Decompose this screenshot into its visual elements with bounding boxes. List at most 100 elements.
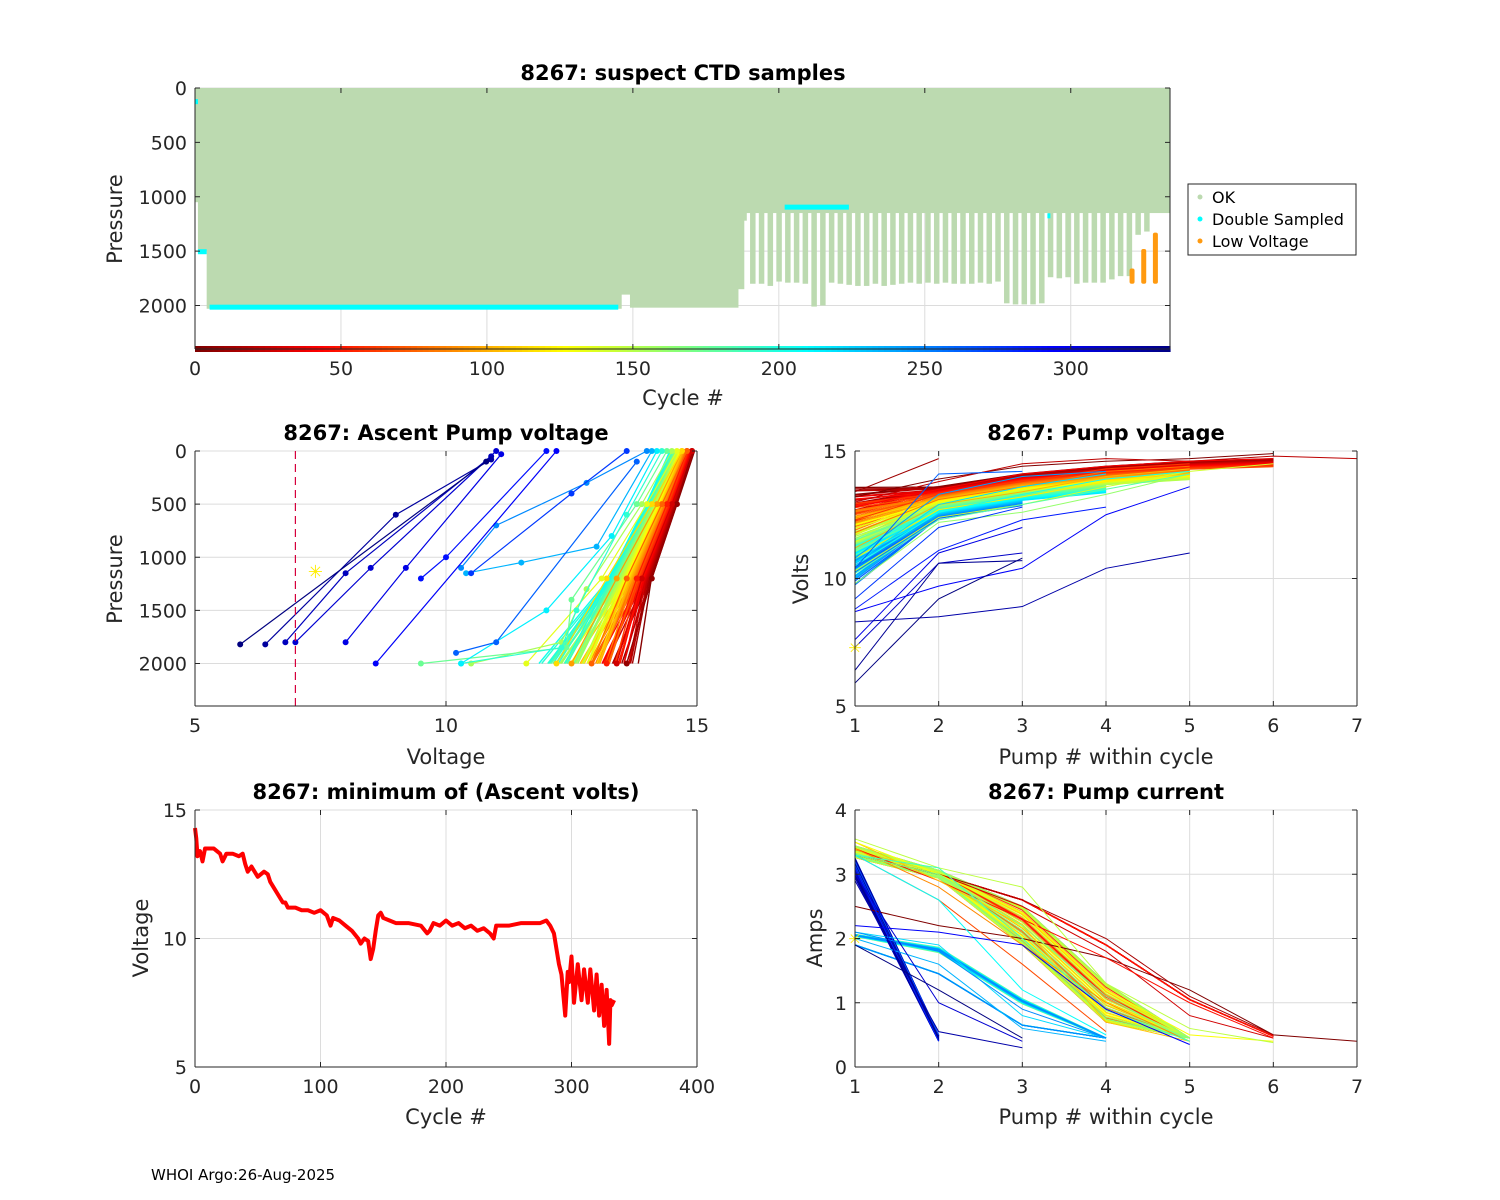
ok-profile-bar xyxy=(863,88,870,286)
profile-point xyxy=(558,644,565,651)
profile-point xyxy=(588,660,595,667)
ok-profile-bar xyxy=(1091,88,1098,283)
profile-point xyxy=(342,570,349,577)
profile-point xyxy=(653,501,660,508)
cycle-line xyxy=(854,848,1274,1039)
profile-point xyxy=(633,501,640,508)
cycle-line xyxy=(854,925,1190,1045)
profile-point xyxy=(623,660,630,667)
cycle-line xyxy=(854,470,1190,567)
cycle-line xyxy=(854,458,939,493)
profile-line xyxy=(375,450,557,664)
ok-profile-bar xyxy=(1126,88,1133,277)
profile-line xyxy=(460,450,648,569)
chart-title: 8267: suspect CTD samples xyxy=(520,61,845,85)
x-tick-label: 15 xyxy=(685,715,709,737)
data-marks: ✳ xyxy=(848,838,1358,1049)
cycle-line xyxy=(854,856,1190,1039)
profile-point xyxy=(553,448,560,454)
y-axis-label: Pressure xyxy=(103,534,127,624)
cycle-line xyxy=(854,458,1274,508)
legend-label-double-sampled: Double Sampled xyxy=(1212,210,1344,229)
y-axis-label: Amps xyxy=(803,908,827,967)
x-tick-label: 7 xyxy=(1351,715,1363,737)
ok-profile-bar xyxy=(1082,88,1089,283)
legend-marker-ok xyxy=(1197,194,1203,200)
legend-marker-double-sampled xyxy=(1197,216,1203,222)
profile-line xyxy=(239,461,487,645)
y-tick-label: 4 xyxy=(835,800,847,822)
profile-line xyxy=(294,450,497,643)
cycle-line xyxy=(854,470,1023,569)
profile-line xyxy=(420,450,547,579)
axes: 5 10 15 0 500 1000 1500 2000 xyxy=(139,441,709,737)
profile-point xyxy=(417,575,424,582)
ok-profile-bar xyxy=(1074,88,1080,284)
profile-point xyxy=(488,456,495,463)
ok-profile-bar xyxy=(828,88,835,283)
ok-profile-bar xyxy=(1152,88,1159,210)
ok-profile-bar xyxy=(1065,88,1071,278)
axes: 0 100 200 300 400 5 10 15 xyxy=(163,800,715,1098)
x-tick-label: 400 xyxy=(679,1076,715,1098)
profile-point xyxy=(468,570,475,577)
x-tick-label: 0 xyxy=(189,1076,201,1098)
x-tick-label: 1 xyxy=(849,715,861,737)
cycle-line xyxy=(854,455,1358,503)
low-voltage-samples xyxy=(1129,232,1158,284)
double-sampled-samples xyxy=(195,99,1051,310)
y-tick-label: 0 xyxy=(835,1057,847,1079)
x-tick-label: 10 xyxy=(434,715,458,737)
profile-point xyxy=(392,511,399,518)
profile-line xyxy=(460,450,658,665)
suspect-ctd-panel: 8267: suspect CTD samples Cycle # Pressu… xyxy=(103,61,1357,410)
chart-title: 8267: Ascent Pump voltage xyxy=(283,421,608,445)
ok-profile-block xyxy=(195,88,199,203)
x-tick-label: 2 xyxy=(933,1076,945,1098)
profile-point xyxy=(483,458,490,465)
ok-profile-bar xyxy=(811,88,817,307)
ok-profile-bar xyxy=(785,88,791,283)
y-tick-label: 2 xyxy=(835,929,847,951)
y-tick-label: 500 xyxy=(151,132,187,154)
cycle-line xyxy=(854,473,1107,564)
profile-point xyxy=(648,575,655,582)
cycle-line xyxy=(854,854,1107,1036)
profile-point xyxy=(643,501,650,508)
ok-profile-block xyxy=(737,88,745,290)
profile-point xyxy=(673,448,680,454)
chart-title: 8267: Pump voltage xyxy=(987,421,1225,445)
legend-label-ok: OK xyxy=(1212,188,1236,207)
x-tick-label: 300 xyxy=(553,1076,589,1098)
legend-box xyxy=(1187,183,1357,256)
pump-current-panel: 8267: Pump current Pump # within cycle A… xyxy=(803,780,1363,1129)
ok-profile-bar xyxy=(741,88,747,221)
profile-point xyxy=(498,451,505,458)
x-axis-label: Pump # within cycle xyxy=(999,745,1214,769)
profile-line xyxy=(591,450,688,664)
profile-point xyxy=(663,448,670,454)
x-tick-label: 6 xyxy=(1267,1076,1279,1098)
profile-point xyxy=(623,575,630,582)
profile-point xyxy=(658,501,665,508)
star-marker: ✳ xyxy=(308,562,323,583)
cycle-line xyxy=(854,867,940,1042)
low-voltage-marker xyxy=(1152,232,1158,284)
x-tick-label: 100 xyxy=(302,1076,338,1098)
double-sampled-marker xyxy=(1047,213,1051,219)
ok-profile-block xyxy=(629,88,739,308)
profile-point xyxy=(237,641,244,648)
x-tick-label: 5 xyxy=(189,715,201,737)
y-tick-label: 1 xyxy=(835,993,847,1015)
pump-voltage-panel: 8267: Pump voltage Pump # within cycle V… xyxy=(789,421,1363,769)
ok-profile-bar xyxy=(837,88,844,284)
profile-point xyxy=(668,501,675,508)
cycle-line xyxy=(854,880,1023,1049)
profile-point xyxy=(563,644,570,651)
legend-marker-low-voltage xyxy=(1197,238,1203,244)
profile-point xyxy=(367,564,374,571)
y-tick-label: 15 xyxy=(823,441,847,463)
cycle-line xyxy=(854,463,1274,572)
footer-stamp: WHOI Argo:26-Aug-2025 xyxy=(151,1166,336,1184)
